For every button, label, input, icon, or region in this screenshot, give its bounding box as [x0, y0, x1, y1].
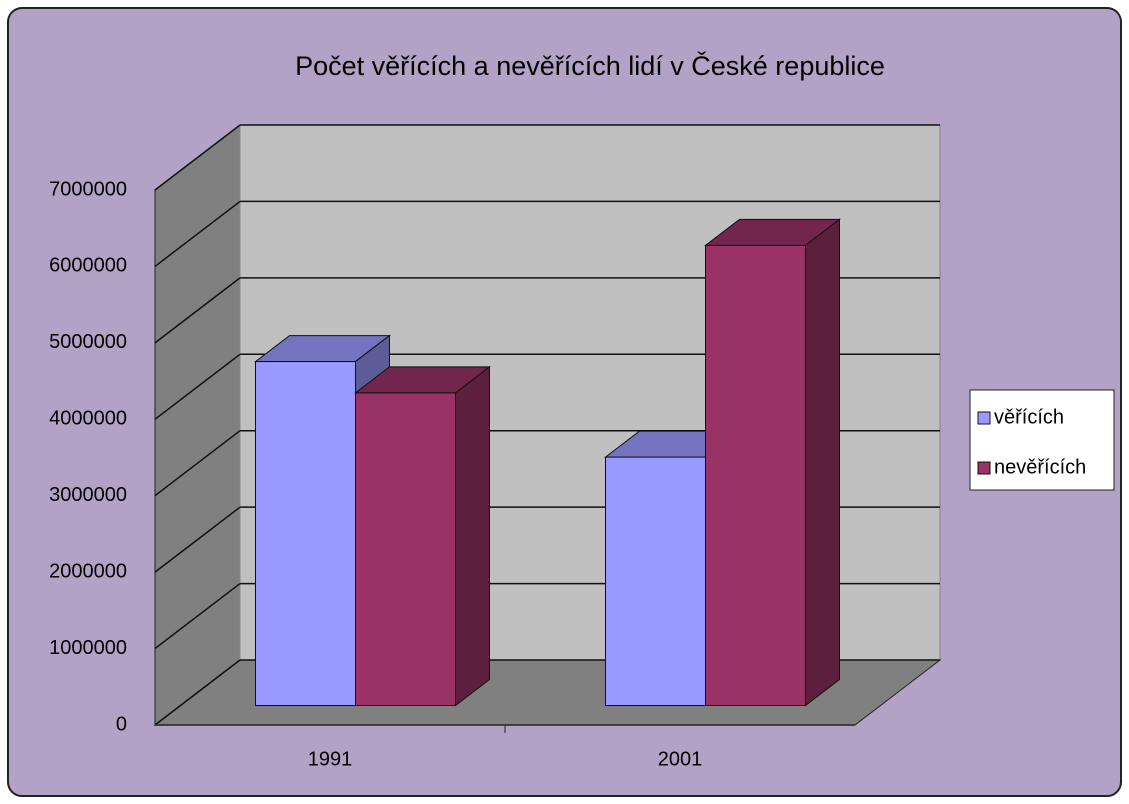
bar: [355, 392, 456, 706]
grid-line: [154, 582, 241, 650]
left-wall: [154, 123, 241, 727]
y-tick-label: 0: [116, 713, 127, 735]
y-tick-label: 7000000: [49, 178, 127, 200]
grid-line: [154, 659, 241, 726]
legend-label: věřících: [994, 406, 1064, 428]
y-tick-label: 3000000: [49, 484, 127, 506]
grid-line: [154, 124, 241, 191]
x-tick-label: 1991: [308, 748, 353, 770]
grid-line: [154, 200, 241, 268]
legend-label: nevěřících: [994, 456, 1086, 478]
y-tick-label: 5000000: [49, 331, 127, 353]
grid-line: [154, 430, 241, 497]
legend: [969, 389, 1115, 491]
y-tick-label: 1000000: [49, 637, 127, 659]
bar-side: [805, 218, 840, 707]
y-tick-label: 2000000: [49, 560, 127, 582]
bar-side: [455, 365, 490, 707]
bar: [605, 456, 706, 706]
x-tick-label: 2001: [658, 748, 703, 770]
bar: [255, 361, 356, 706]
bar: [705, 244, 806, 706]
grid-line: [154, 277, 241, 344]
grid-line: [154, 506, 241, 573]
grid-line: [154, 353, 241, 420]
y-tick-label: 6000000: [49, 255, 127, 277]
legend-swatch: [977, 461, 991, 475]
legend-swatch: [977, 411, 991, 425]
chart-title: Počet věřících a nevěřících lidí v České…: [295, 50, 885, 81]
y-tick-label: 4000000: [49, 408, 127, 430]
